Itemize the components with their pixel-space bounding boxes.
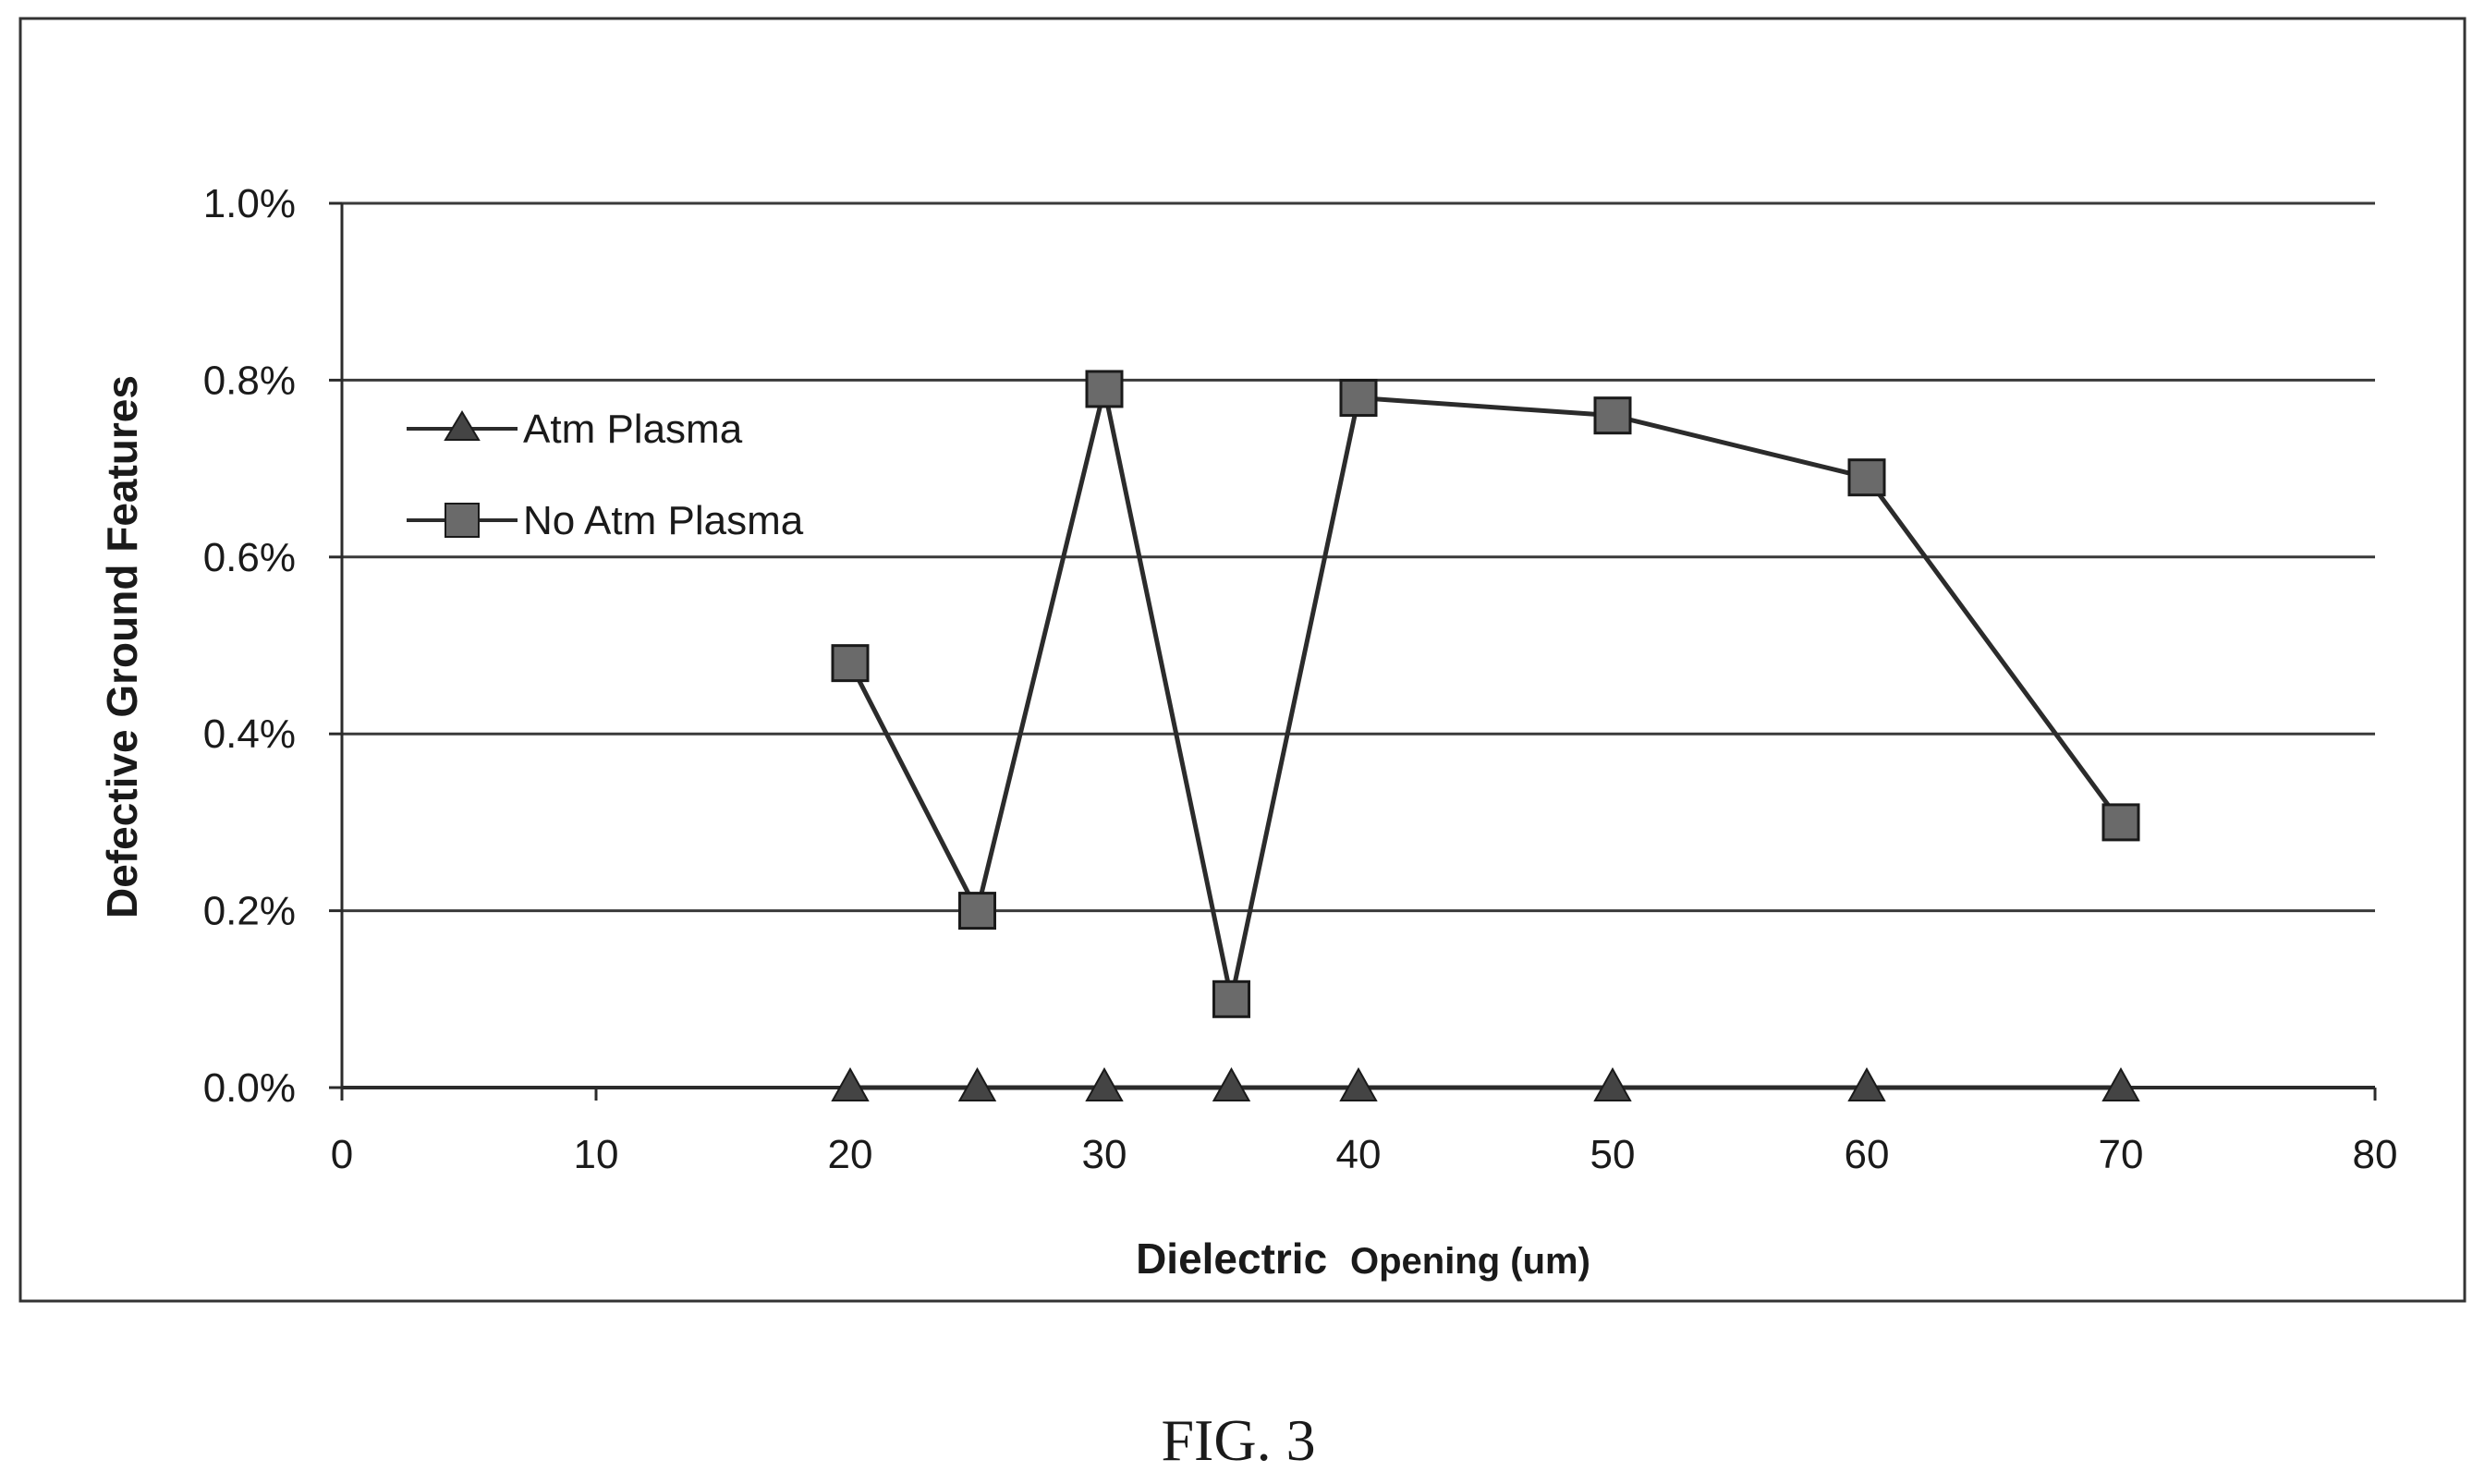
series-no-atm-plasma (831, 370, 2140, 1018)
data-point-square (1847, 458, 1886, 497)
legend-square-marker (445, 503, 480, 538)
legend: Atm Plasma No Atm Plasma (407, 407, 804, 543)
data-point-triangle (1212, 1066, 1251, 1101)
chart-frame (18, 17, 2467, 1303)
x-axis-title-bold: Dielectric (1136, 1235, 1327, 1283)
data-point-triangle (1593, 1066, 1632, 1101)
x-tick-labels: 0 10 20 30 40 50 60 70 80 (331, 1132, 2398, 1177)
figure-caption: FIG. 3 (1161, 1407, 1315, 1473)
y-tick-label: 0.2% (203, 889, 296, 934)
data-point-square (1339, 379, 1378, 418)
data-point-square (1593, 396, 1632, 435)
x-tick-label: 40 (1336, 1132, 1382, 1177)
x-tick-label: 0 (331, 1132, 353, 1177)
data-point-square (1085, 370, 1124, 408)
y-tick-label: 0.6% (203, 535, 296, 580)
y-tick-label: 0.8% (203, 358, 296, 403)
series-line-no-atm-plasma (847, 386, 2124, 1002)
legend-item-no-atm-plasma: No Atm Plasma (407, 498, 804, 543)
y-tick-labels: 0.0% 0.2% 0.4% 0.6% 0.8% 1.0% (203, 181, 296, 1111)
x-tick-label: 30 (1082, 1132, 1127, 1177)
data-point-square (958, 892, 996, 931)
series-atm-plasma (831, 1066, 2140, 1101)
data-point-triangle (1339, 1066, 1378, 1101)
legend-label-no-atm-plasma: No Atm Plasma (523, 498, 804, 543)
x-tick-label: 80 (2353, 1132, 2398, 1177)
legend-label-atm-plasma: Atm Plasma (523, 407, 743, 452)
data-point-square (2101, 803, 2140, 842)
y-tick-label: 0.4% (203, 712, 296, 757)
x-tick-label: 60 (1845, 1132, 1890, 1177)
x-tick-label: 70 (2099, 1132, 2144, 1177)
data-point-triangle (2101, 1066, 2140, 1101)
data-point-triangle (957, 1066, 997, 1101)
y-tick-label: 0.0% (203, 1065, 296, 1111)
series (831, 370, 2140, 1101)
data-point-square (1212, 979, 1250, 1018)
x-tick-label: 10 (574, 1132, 619, 1177)
legend-triangle-marker (444, 410, 481, 441)
data-point-square (831, 644, 870, 683)
x-axis-title: Dielectric Opening (um) (1136, 1235, 1590, 1283)
x-tick-label: 50 (1590, 1132, 1636, 1177)
x-tick-label: 20 (828, 1132, 873, 1177)
legend-item-atm-plasma: Atm Plasma (407, 407, 743, 452)
data-point-triangle (1847, 1066, 1886, 1101)
data-point-triangle (1085, 1066, 1124, 1101)
x-axis-title-rest: Opening (um) (1350, 1241, 1590, 1282)
data-point-triangle (831, 1066, 870, 1101)
y-axis-title: Defective Ground Features (98, 375, 146, 918)
y-tick-label: 1.0% (203, 181, 296, 226)
